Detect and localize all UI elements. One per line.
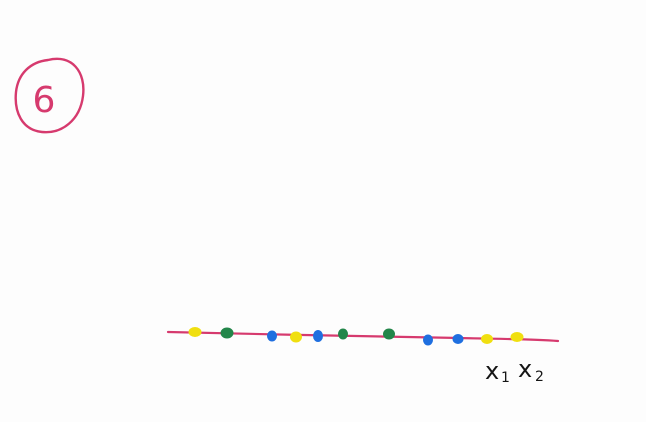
step-badge: 6 — [14, 57, 85, 134]
x2-subscript: 2 — [535, 369, 544, 385]
point-blue-5 — [313, 330, 323, 342]
x1-label: x 1 — [485, 357, 510, 386]
point-yellow-11 — [510, 332, 524, 342]
point-blue-9 — [452, 334, 464, 344]
point-blue-8 — [423, 334, 433, 346]
x1-letter: x — [485, 357, 499, 385]
points-group — [188, 327, 524, 346]
badge-circle — [14, 57, 85, 134]
point-green-2 — [220, 327, 234, 339]
point-green-6 — [338, 328, 348, 340]
point-green-7 — [383, 328, 395, 340]
x2-letter: x — [518, 355, 532, 383]
point-yellow-4 — [290, 331, 302, 343]
point-blue-3 — [267, 330, 277, 342]
badge-number: 6 — [33, 80, 56, 121]
point-yellow-1 — [188, 327, 202, 337]
x1-subscript: 1 — [501, 370, 510, 386]
point-yellow-10 — [481, 334, 493, 344]
x2-label: x 2 — [518, 355, 544, 385]
